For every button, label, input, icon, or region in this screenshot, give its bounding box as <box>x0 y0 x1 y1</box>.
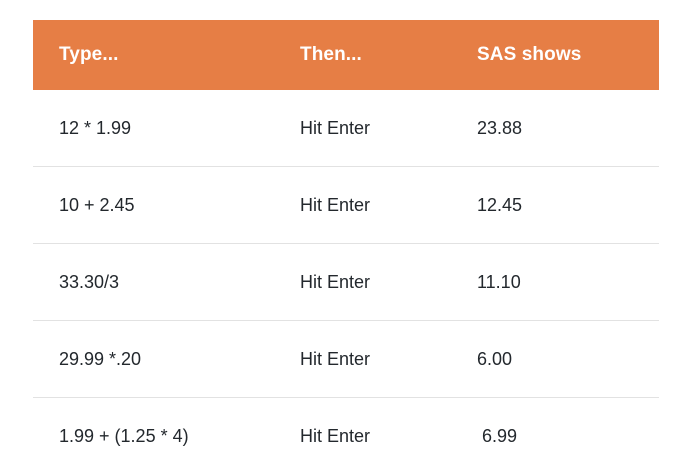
cell-result: 6.99 <box>451 398 659 474</box>
column-header-then: Then... <box>274 20 451 90</box>
table-row: 29.99 *.20 Hit Enter 6.00 <box>33 321 659 398</box>
calculator-examples-table: Type... Then... SAS shows 12 * 1.99 Hit … <box>33 20 659 474</box>
cell-result: 6.00 <box>451 321 659 398</box>
cell-action: Hit Enter <box>274 90 451 167</box>
table-header-row: Type... Then... SAS shows <box>33 20 659 90</box>
cell-expression: 10 + 2.45 <box>33 167 274 244</box>
table-body: 12 * 1.99 Hit Enter 23.88 10 + 2.45 Hit … <box>33 90 659 474</box>
column-header-type: Type... <box>33 20 274 90</box>
table-row: 10 + 2.45 Hit Enter 12.45 <box>33 167 659 244</box>
cell-result: 23.88 <box>451 90 659 167</box>
cell-result: 12.45 <box>451 167 659 244</box>
cell-expression: 29.99 *.20 <box>33 321 274 398</box>
cell-action: Hit Enter <box>274 167 451 244</box>
cell-expression: 33.30/3 <box>33 244 274 321</box>
table-row: 33.30/3 Hit Enter 11.10 <box>33 244 659 321</box>
table-row: 1.99 + (1.25 * 4) Hit Enter 6.99 <box>33 398 659 474</box>
cell-action: Hit Enter <box>274 321 451 398</box>
column-header-sas-shows: SAS shows <box>451 20 659 90</box>
cell-expression: 1.99 + (1.25 * 4) <box>33 398 274 474</box>
table-row: 12 * 1.99 Hit Enter 23.88 <box>33 90 659 167</box>
cell-action: Hit Enter <box>274 244 451 321</box>
table-header: Type... Then... SAS shows <box>33 20 659 90</box>
cell-action: Hit Enter <box>274 398 451 474</box>
cell-result: 11.10 <box>451 244 659 321</box>
cell-expression: 12 * 1.99 <box>33 90 274 167</box>
